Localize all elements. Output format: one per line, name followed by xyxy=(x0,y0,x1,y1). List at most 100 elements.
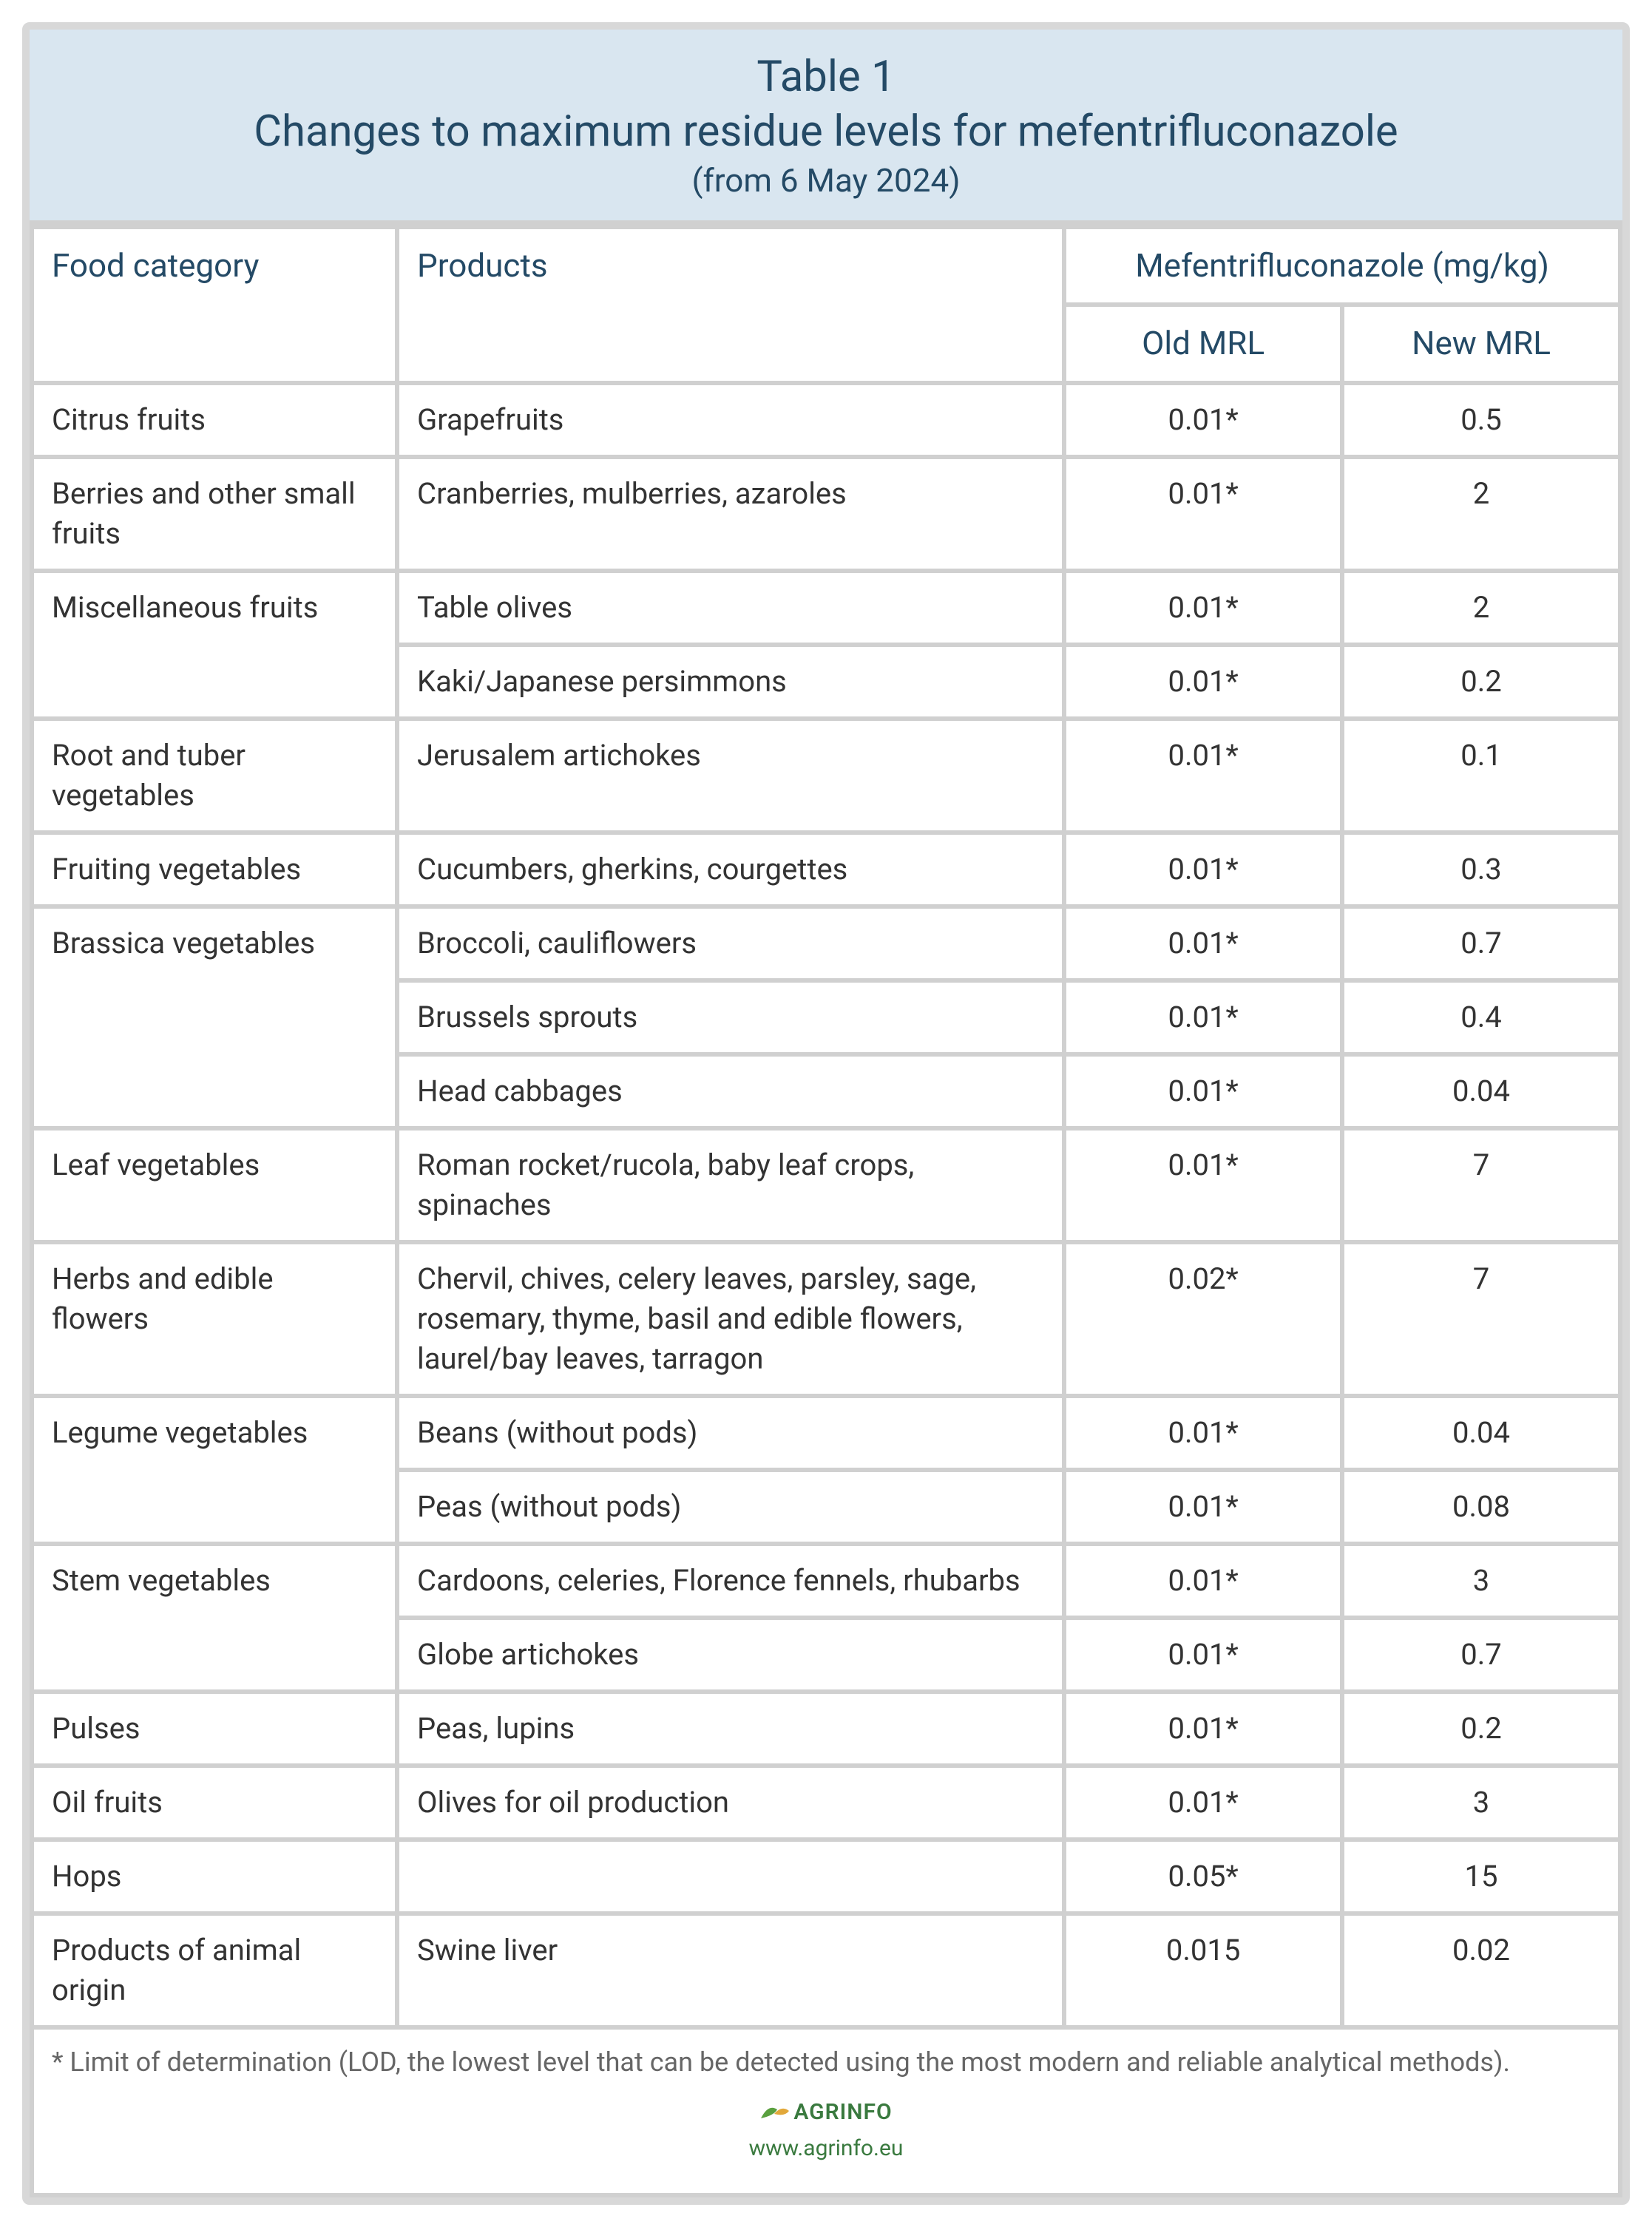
footnote-text: * Limit of determination (LOD, the lowes… xyxy=(52,2044,1600,2081)
cell-category: Legume vegetables xyxy=(32,1396,397,1544)
cell-old-mrl: 0.01* xyxy=(1064,383,1342,457)
cell-category: Herbs and edible flowers xyxy=(32,1242,397,1396)
cell-old-mrl: 0.01* xyxy=(1064,1396,1342,1470)
cell-new-mrl: 0.04 xyxy=(1342,1396,1620,1470)
table-row: Root and tuber vegetablesJerusalem artic… xyxy=(32,719,1620,833)
cell-new-mrl: 0.4 xyxy=(1342,980,1620,1054)
footnote-row: * Limit of determination (LOD, the lowes… xyxy=(32,2027,1620,2196)
cell-products: Swine liver xyxy=(397,1914,1064,2027)
cell-old-mrl: 0.01* xyxy=(1064,1766,1342,1840)
cell-new-mrl: 2 xyxy=(1342,571,1620,645)
cell-old-mrl: 0.01* xyxy=(1064,1128,1342,1242)
cell-products: Chervil, chives, celery leaves, parsley,… xyxy=(397,1242,1064,1396)
table-row: Leaf vegetablesRoman rocket/rucola, baby… xyxy=(32,1128,1620,1242)
table-row: Hops 0.05*15 xyxy=(32,1840,1620,1914)
brand-name: AGRINFO xyxy=(793,2098,892,2128)
cell-new-mrl: 0.2 xyxy=(1342,645,1620,719)
footnote-cell: * Limit of determination (LOD, the lowes… xyxy=(32,2027,1620,2196)
col-products: Products xyxy=(397,227,1064,383)
cell-products: Brussels sprouts xyxy=(397,980,1064,1054)
table-title-sub: (from 6 May 2024) xyxy=(44,161,1608,200)
cell-products: Globe artichokes xyxy=(397,1618,1064,1692)
cell-new-mrl: 0.3 xyxy=(1342,833,1620,906)
cell-products: Beans (without pods) xyxy=(397,1396,1064,1470)
cell-new-mrl: 2 xyxy=(1342,457,1620,571)
cell-products: Olives for oil production xyxy=(397,1766,1064,1840)
table-row: Fruiting vegetablesCucumbers, gherkins, … xyxy=(32,833,1620,906)
table-foot: * Limit of determination (LOD, the lowes… xyxy=(32,2027,1620,2196)
table-header: Table 1 Changes to maximum residue level… xyxy=(30,30,1622,225)
cell-category: Citrus fruits xyxy=(32,383,397,457)
footer-logo: AGRINFO www.agrinfo.eu xyxy=(52,2095,1600,2163)
table-row: Citrus fruitsGrapefruits0.01*0.5 xyxy=(32,383,1620,457)
cell-category: Brassica vegetables xyxy=(32,906,397,1128)
cell-old-mrl: 0.01* xyxy=(1064,1618,1342,1692)
cell-category: Fruiting vegetables xyxy=(32,833,397,906)
brand-url: www.agrinfo.eu xyxy=(52,2134,1600,2164)
table-body: Citrus fruitsGrapefruits0.01*0.5Berries … xyxy=(32,383,1620,2027)
table-row: Legume vegetablesBeans (without pods)0.0… xyxy=(32,1396,1620,1470)
cell-products: Broccoli, cauliflowers xyxy=(397,906,1064,980)
cell-old-mrl: 0.01* xyxy=(1064,1054,1342,1128)
col-new-mrl: New MRL xyxy=(1342,305,1620,382)
table-head-row-1: Food category Products Mefentrifluconazo… xyxy=(32,227,1620,305)
cell-products: Cranberries, mulberries, azaroles xyxy=(397,457,1064,571)
table-row: Miscellaneous fruitsTable olives0.01*2 xyxy=(32,571,1620,645)
cell-old-mrl: 0.01* xyxy=(1064,457,1342,571)
cell-category: Leaf vegetables xyxy=(32,1128,397,1242)
cell-products: Cardoons, celeries, Florence fennels, rh… xyxy=(397,1544,1064,1618)
cell-new-mrl: 0.08 xyxy=(1342,1470,1620,1544)
cell-products: Peas, lupins xyxy=(397,1692,1064,1766)
cell-old-mrl: 0.01* xyxy=(1064,833,1342,906)
cell-products: Jerusalem artichokes xyxy=(397,719,1064,833)
cell-new-mrl: 0.1 xyxy=(1342,719,1620,833)
table-row: PulsesPeas, lupins0.01*0.2 xyxy=(32,1692,1620,1766)
cell-old-mrl: 0.01* xyxy=(1064,906,1342,980)
cell-old-mrl: 0.01* xyxy=(1064,980,1342,1054)
cell-new-mrl: 0.2 xyxy=(1342,1692,1620,1766)
cell-category: Products of animal origin xyxy=(32,1914,397,2027)
cell-products xyxy=(397,1840,1064,1914)
cell-old-mrl: 0.01* xyxy=(1064,719,1342,833)
cell-new-mrl: 0.7 xyxy=(1342,906,1620,980)
cell-old-mrl: 0.01* xyxy=(1064,1470,1342,1544)
table-row: Stem vegetablesCardoons, celeries, Flore… xyxy=(32,1544,1620,1618)
cell-products: Peas (without pods) xyxy=(397,1470,1064,1544)
cell-category: Berries and other small fruits xyxy=(32,457,397,571)
cell-category: Root and tuber vegetables xyxy=(32,719,397,833)
table-title-main: Changes to maximum residue levels for me… xyxy=(44,106,1608,157)
table-row: Brassica vegetablesBroccoli, cauliflower… xyxy=(32,906,1620,980)
cell-old-mrl: 0.015 xyxy=(1064,1914,1342,2027)
cell-new-mrl: 0.7 xyxy=(1342,1618,1620,1692)
leaf-icon xyxy=(759,2104,789,2121)
col-old-mrl: Old MRL xyxy=(1064,305,1342,382)
cell-new-mrl: 7 xyxy=(1342,1242,1620,1396)
brand-row: AGRINFO xyxy=(759,2098,892,2128)
cell-category: Hops xyxy=(32,1840,397,1914)
cell-products: Head cabbages xyxy=(397,1054,1064,1128)
cell-category: Miscellaneous fruits xyxy=(32,571,397,719)
cell-new-mrl: 3 xyxy=(1342,1544,1620,1618)
cell-old-mrl: 0.02* xyxy=(1064,1242,1342,1396)
cell-old-mrl: 0.01* xyxy=(1064,1544,1342,1618)
table-row: Berries and other small fruitsCranberrie… xyxy=(32,457,1620,571)
col-compound: Mefentrifluconazole (mg/kg) xyxy=(1064,227,1620,305)
cell-category: Oil fruits xyxy=(32,1766,397,1840)
cell-old-mrl: 0.05* xyxy=(1064,1840,1342,1914)
cell-category: Stem vegetables xyxy=(32,1544,397,1692)
cell-category: Pulses xyxy=(32,1692,397,1766)
cell-products: Cucumbers, gherkins, courgettes xyxy=(397,833,1064,906)
cell-products: Table olives xyxy=(397,571,1064,645)
cell-old-mrl: 0.01* xyxy=(1064,645,1342,719)
table-head: Food category Products Mefentrifluconazo… xyxy=(32,227,1620,383)
cell-old-mrl: 0.01* xyxy=(1064,571,1342,645)
table-row: Herbs and edible flowersChervil, chives,… xyxy=(32,1242,1620,1396)
cell-new-mrl: 15 xyxy=(1342,1840,1620,1914)
cell-new-mrl: 7 xyxy=(1342,1128,1620,1242)
mrl-table: Food category Products Mefentrifluconazo… xyxy=(30,225,1622,2197)
table-row: Products of animal originSwine liver0.01… xyxy=(32,1914,1620,2027)
cell-products: Grapefruits xyxy=(397,383,1064,457)
page: Table 1 Changes to maximum residue level… xyxy=(0,0,1652,2227)
cell-new-mrl: 0.04 xyxy=(1342,1054,1620,1128)
cell-new-mrl: 0.5 xyxy=(1342,383,1620,457)
